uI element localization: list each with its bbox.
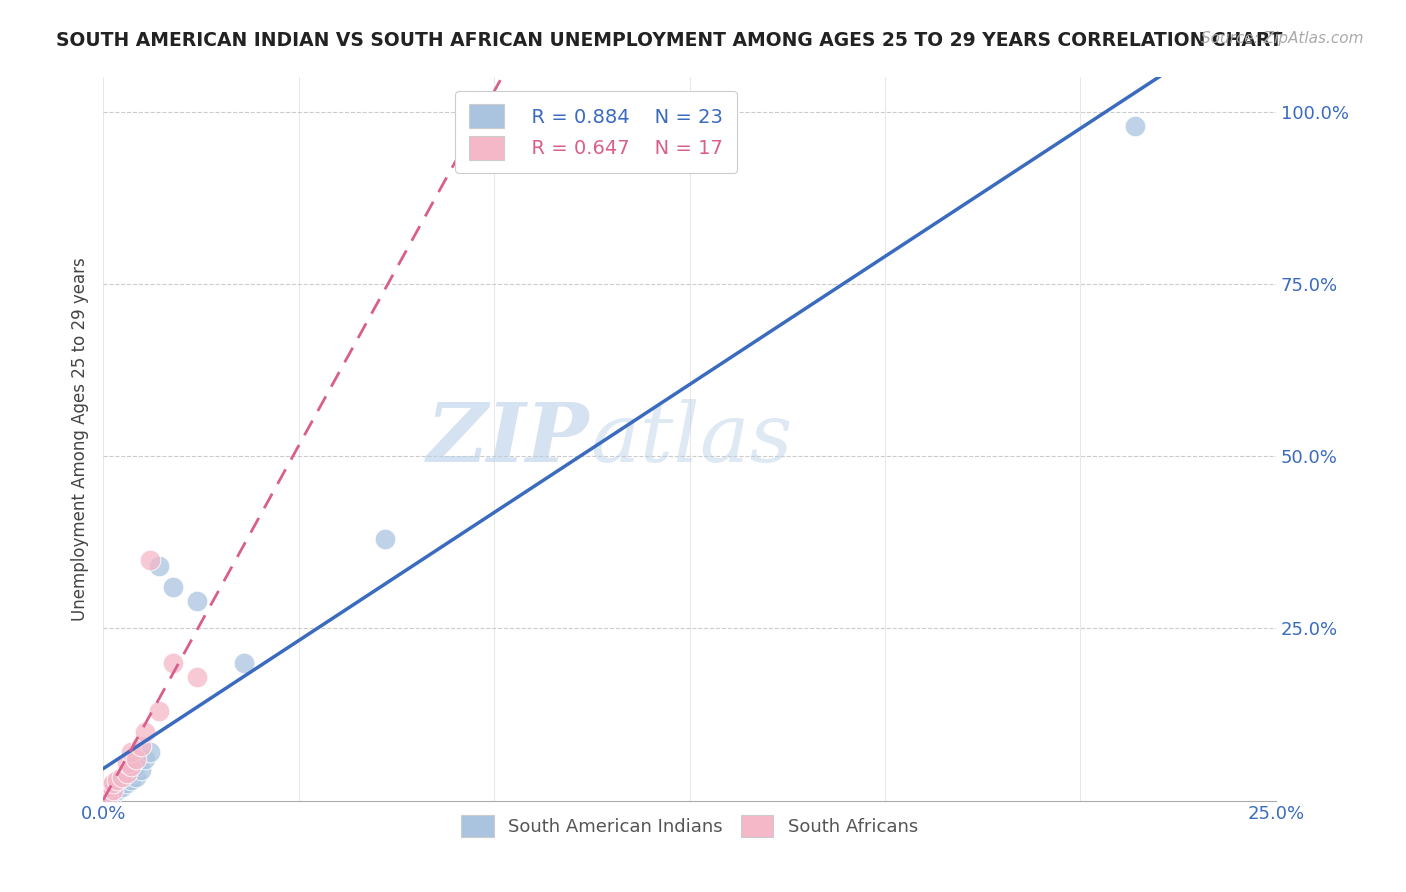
Point [115,770,138,784]
Point [101,787,124,801]
Y-axis label: Unemployment Among Ages 25 to 29 years: Unemployment Among Ages 25 to 29 years [72,257,89,621]
Point [101,776,124,790]
Point [120,766,142,780]
Point [232,656,254,670]
Point [97,783,120,797]
Point [186,670,208,684]
Point [139,552,162,566]
Point [125,759,148,773]
Point [139,746,162,760]
Point [111,772,134,787]
Point [1123,119,1146,133]
Text: SOUTH AMERICAN INDIAN VS SOUTH AFRICAN UNEMPLOYMENT AMONG AGES 25 TO 29 YEARS CO: SOUTH AMERICAN INDIAN VS SOUTH AFRICAN U… [56,31,1282,50]
Point [97,790,120,805]
Text: atlas: atlas [591,399,792,479]
Point [111,780,134,794]
Point [115,776,138,790]
Point [101,783,124,797]
Point [111,770,134,784]
Legend:   R = 0.884    N = 23,   R = 0.647    N = 17: R = 0.884 N = 23, R = 0.647 N = 17 [456,91,737,173]
Point [120,746,142,760]
Text: Source: ZipAtlas.com: Source: ZipAtlas.com [1201,31,1364,46]
Point [105,776,128,790]
Point [125,770,148,784]
Point [129,739,152,753]
Point [120,759,142,773]
Point [97,790,120,805]
Point [125,752,148,766]
Point [105,772,128,787]
Point [134,752,156,766]
Point [97,780,120,794]
Point [134,724,156,739]
Point [162,580,184,594]
Point [115,766,138,780]
Point [162,656,184,670]
Point [101,780,124,794]
Point [374,532,396,546]
Text: ZIP: ZIP [427,399,591,479]
Point [115,756,138,770]
Point [120,772,142,787]
Point [148,559,170,574]
Point [105,783,128,797]
Point [148,704,170,718]
Point [129,763,152,777]
Point [186,594,208,608]
